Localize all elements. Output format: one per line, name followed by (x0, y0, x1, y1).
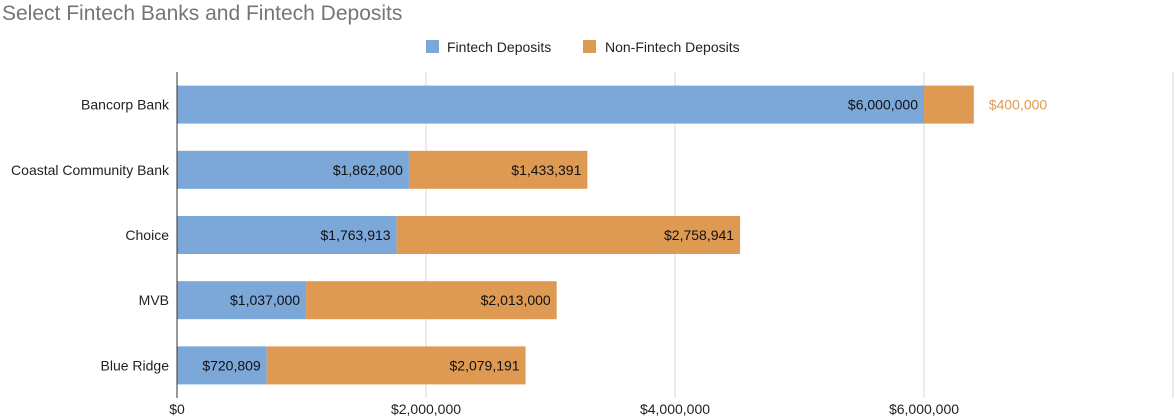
data-label-non-fintech-deposits-blue-ridge: $2,079,191 (450, 357, 520, 373)
data-label-fintech-deposits-blue-ridge: $720,809 (202, 357, 261, 373)
data-label-non-fintech-deposits-choice: $2,758,941 (664, 227, 734, 243)
bar-fintech-deposits-bancorp-bank (177, 85, 924, 124)
data-label-fintech-deposits-choice: $1,763,913 (321, 227, 391, 243)
legend: Fintech Deposits Non-Fintech Deposits (426, 39, 740, 55)
bars (177, 85, 974, 385)
x-tick-label: $0 (169, 401, 185, 417)
category-label-coastal-community-bank: Coastal Community Bank (11, 162, 170, 178)
x-axis-tick-labels: $0 $2,000,000 $4,000,000 $6,000,000 (169, 401, 959, 417)
bar-non-fintech-deposits-coastal-community-bank (408, 150, 588, 189)
legend-label-fintech-deposits: Fintech Deposits (447, 39, 551, 55)
data-label-fintech-deposits-coastal-community-bank: $1,862,800 (333, 162, 403, 178)
bar-non-fintech-deposits-blue-ridge (266, 346, 526, 385)
bar-non-fintech-deposits-mvb (306, 281, 557, 320)
bar-fintech-deposits-blue-ridge (177, 346, 267, 385)
category-label-bancorp-bank: Bancorp Bank (81, 97, 170, 113)
x-tick-label: $2,000,000 (391, 401, 461, 417)
data-label-fintech-deposits-bancorp-bank: $6,000,000 (848, 97, 918, 113)
data-label-non-fintech-deposits-bancorp-bank: $400,000 (989, 97, 1048, 113)
category-label-blue-ridge: Blue Ridge (101, 357, 170, 373)
category-label-choice: Choice (125, 227, 169, 243)
legend-swatch-non-fintech-deposits (583, 40, 596, 53)
bar-fintech-deposits-coastal-community-bank (177, 150, 409, 189)
x-tick-label: $6,000,000 (889, 401, 959, 417)
legend-label-non-fintech-deposits: Non-Fintech Deposits (605, 39, 740, 55)
chart-title: Select Fintech Banks and Fintech Deposit… (2, 2, 402, 25)
bar-non-fintech-deposits-choice (396, 216, 741, 254)
legend-swatch-fintech-deposits (426, 40, 439, 53)
bar-fintech-deposits-mvb (177, 281, 307, 320)
data-label-non-fintech-deposits-mvb: $2,013,000 (481, 292, 551, 308)
category-label-mvb: MVB (139, 292, 169, 308)
category-labels: Bancorp Bank Coastal Community Bank Choice… (11, 97, 170, 374)
data-label-fintech-deposits-mvb: $1,037,000 (230, 292, 300, 308)
bar-non-fintech-deposits-bancorp-bank (924, 85, 974, 124)
bar-fintech-deposits-choice (177, 216, 397, 254)
data-labels: $6,000,000 $400,000 $1,862,800 $1,433,391 $1… (202, 97, 1047, 374)
x-tick-label: $4,000,000 (640, 401, 710, 417)
data-label-non-fintech-deposits-coastal-community-bank: $1,433,391 (511, 162, 581, 178)
